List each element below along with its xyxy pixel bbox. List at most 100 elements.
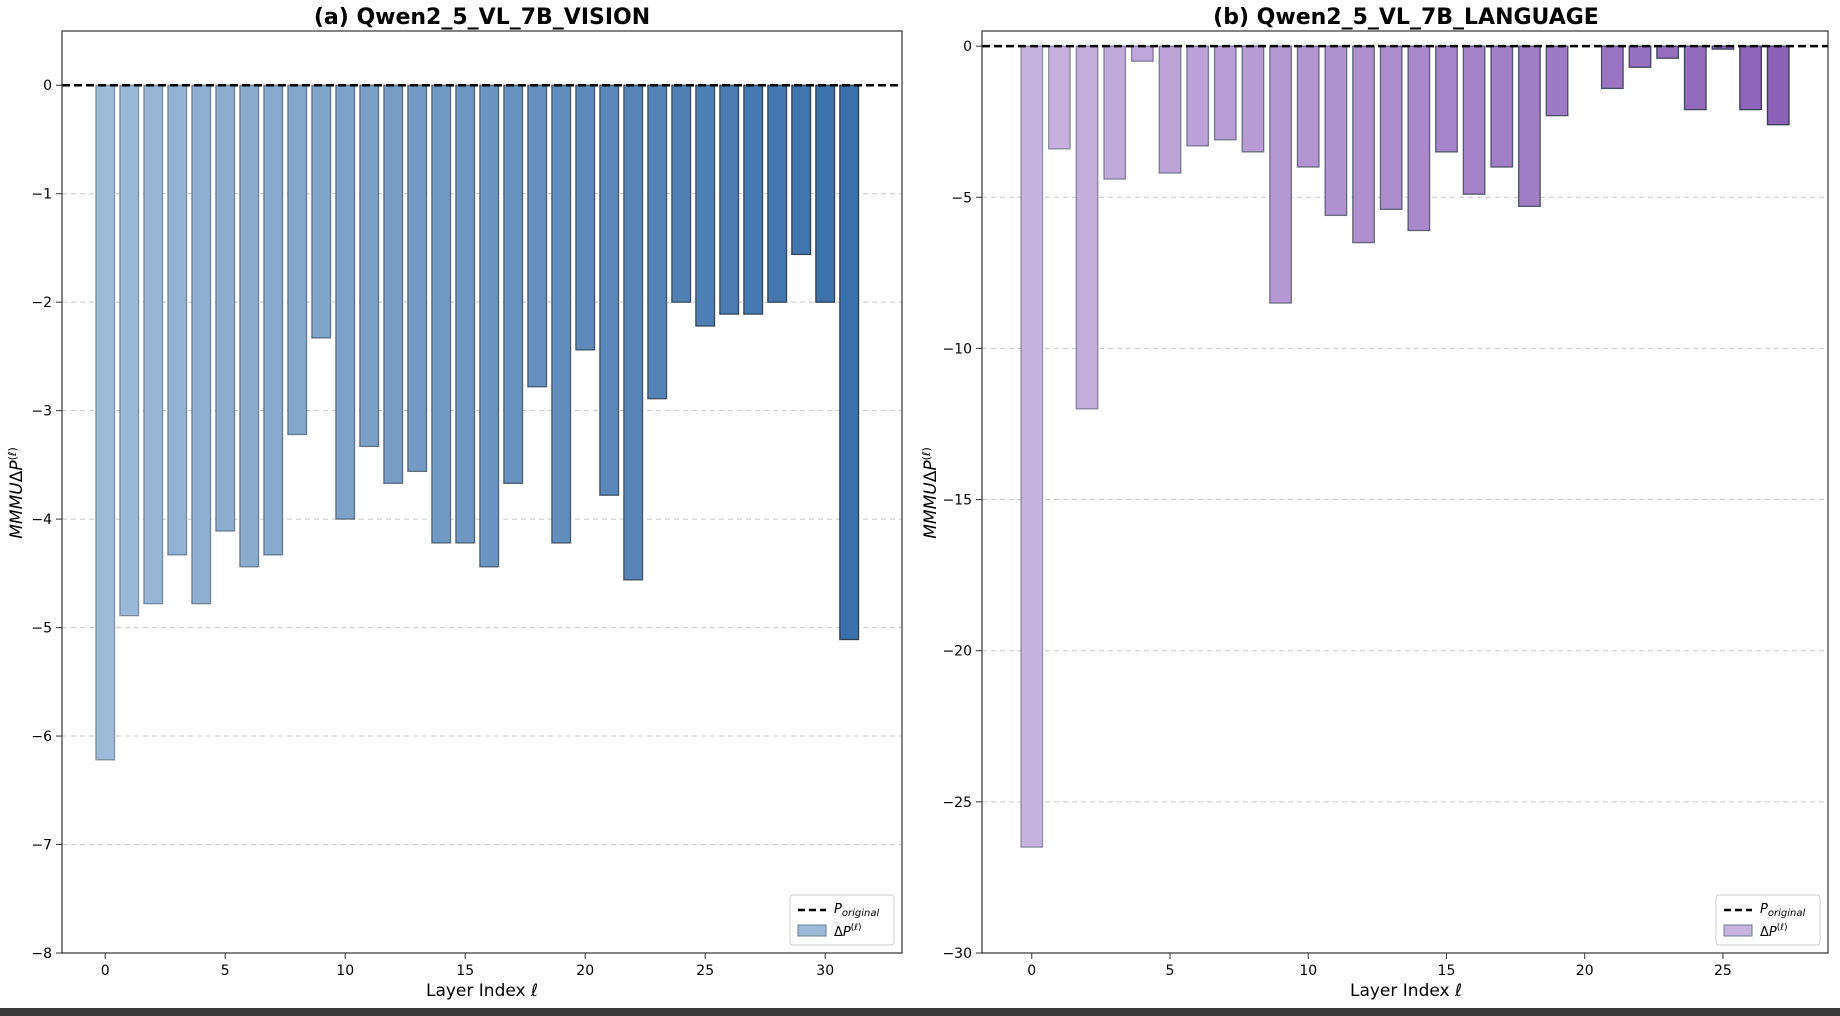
- legend-bar-patch-icon: [1723, 924, 1753, 937]
- plot-frame: [61, 30, 903, 954]
- x-tick-label: 25: [1714, 963, 1732, 979]
- y-tick-label: −5: [951, 190, 972, 206]
- bar: [239, 84, 260, 568]
- x-tick-label: 20: [576, 963, 594, 979]
- chart-panel-language: (b) Qwen2_5_VL_7B_LANGUAGE Layer Index ℓ…: [920, 5, 1829, 1001]
- bar: [407, 84, 428, 473]
- bar: [1324, 45, 1348, 217]
- bar: [815, 84, 836, 303]
- bar: [119, 84, 140, 617]
- bar: [1766, 45, 1790, 126]
- bar: [1545, 45, 1569, 117]
- bar: [167, 84, 188, 556]
- window-bottom-bar: [0, 1008, 1840, 1016]
- bar: [1241, 45, 1265, 153]
- bar: [791, 84, 812, 256]
- bar: [1352, 45, 1375, 244]
- chart-title: (b) Qwen2_5_VL_7B_LANGUAGE: [1213, 5, 1599, 30]
- x-tick-label: 0: [101, 963, 110, 979]
- bar: [1656, 45, 1680, 59]
- bar: [1186, 45, 1210, 147]
- bar: [767, 84, 788, 303]
- bar: [1462, 45, 1486, 195]
- y-tick-label: −6: [31, 729, 52, 745]
- bar: [1075, 45, 1099, 410]
- bar: [1739, 45, 1763, 111]
- y-ticks: 0 −1 −2 −3 −4 −5 −6 −7 −8: [31, 78, 62, 962]
- bar: [551, 84, 572, 544]
- bar: [671, 84, 692, 303]
- bar: [1683, 45, 1707, 111]
- bar: [1103, 45, 1127, 180]
- bar: [215, 84, 236, 532]
- bar: [839, 84, 860, 641]
- y-tick-label: −7: [31, 838, 52, 854]
- legend: Poriginal ΔP(ℓ): [1715, 894, 1821, 946]
- bar: [1130, 45, 1154, 62]
- bar: [1158, 45, 1182, 174]
- x-tick-label: 15: [1438, 963, 1456, 979]
- bar: [1213, 45, 1237, 141]
- bar: [383, 84, 404, 484]
- y-tick-label: −25: [942, 795, 972, 811]
- x-ticks: 0 5 10 15 20 25: [1027, 953, 1732, 979]
- bar: [1020, 45, 1044, 848]
- bar: [1379, 45, 1403, 211]
- bar: [263, 84, 284, 556]
- x-tick-label: 30: [816, 963, 834, 979]
- bar: [143, 84, 164, 605]
- y-axis-label: MMMUΔP(ℓ): [6, 447, 28, 539]
- y-tick-label: −2: [31, 295, 52, 311]
- x-ticks: 0 5 10 15 20 25 30: [101, 953, 834, 979]
- x-tick-label: 10: [1299, 963, 1317, 979]
- y-tick-label: −8: [31, 946, 52, 962]
- bar: [359, 84, 380, 448]
- x-tick-label: 20: [1576, 963, 1594, 979]
- bar: [431, 84, 452, 544]
- legend-item-delta-p: ΔP(ℓ): [834, 923, 862, 940]
- bar: [743, 84, 764, 315]
- plot-frame: [981, 30, 1829, 954]
- bar: [335, 84, 356, 520]
- bars: [95, 84, 860, 761]
- bars: [1020, 45, 1790, 848]
- bar: [1435, 45, 1458, 153]
- bar: [455, 84, 476, 544]
- bar: [1490, 45, 1514, 168]
- x-axis-label: Layer Index ℓ: [426, 981, 538, 1001]
- bar: [527, 84, 548, 388]
- bar: [719, 84, 740, 315]
- bar: [1269, 45, 1293, 304]
- y-ticks: 0 −5 −10 −15 −20 −25 −30: [942, 39, 982, 962]
- legend: Poriginal ΔP(ℓ): [789, 894, 895, 946]
- y-tick-label: 0: [43, 78, 52, 94]
- x-tick-label: 10: [336, 963, 354, 979]
- x-tick-label: 15: [456, 963, 474, 979]
- bar: [311, 84, 332, 339]
- legend-item-delta-p: ΔP(ℓ): [1760, 923, 1788, 940]
- bar: [95, 84, 116, 761]
- gridlines: [982, 196, 1828, 803]
- bar: [1711, 45, 1735, 50]
- x-tick-label: 5: [1166, 963, 1175, 979]
- bar: [503, 84, 524, 484]
- bar: [287, 84, 308, 436]
- legend-item-p-original: Poriginal: [1760, 902, 1805, 919]
- x-tick-label: 25: [696, 963, 714, 979]
- bar: [623, 84, 644, 581]
- chart-panel-vision: (a) Qwen2_5_VL_7B_VISION Layer Index ℓ M…: [6, 5, 903, 1001]
- bar: [191, 84, 212, 605]
- x-tick-label: 5: [221, 963, 230, 979]
- bar: [647, 84, 668, 400]
- bar: [1628, 45, 1652, 68]
- bar: [1296, 45, 1320, 168]
- bar: [1407, 45, 1431, 232]
- x-tick-label: 0: [1027, 963, 1036, 979]
- legend-item-p-original: Poriginal: [834, 902, 879, 919]
- y-tick-label: −5: [31, 621, 52, 637]
- y-tick-label: −1: [31, 187, 52, 203]
- bar: [479, 84, 500, 568]
- chart-title: (a) Qwen2_5_VL_7B_VISION: [314, 5, 650, 30]
- bar: [1517, 45, 1541, 207]
